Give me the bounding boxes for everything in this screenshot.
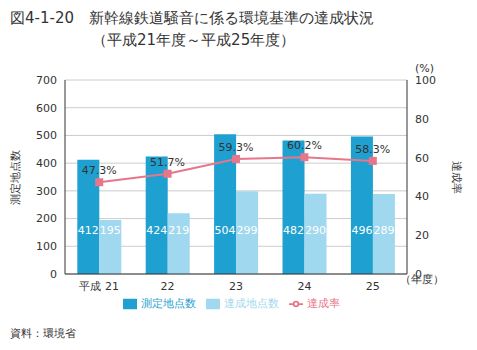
svg-text:400: 400 [36,157,57,170]
svg-text:23: 23 [229,280,243,293]
svg-text:219: 219 [168,224,189,237]
svg-text:60: 60 [415,152,429,165]
svg-text:195: 195 [100,224,121,237]
svg-text:51.7%: 51.7% [150,156,185,169]
svg-text:496: 496 [351,224,372,237]
svg-text:58.3%: 58.3% [355,143,390,156]
svg-text:299: 299 [237,224,258,237]
svg-text:59.3%: 59.3% [219,141,254,154]
svg-text:424: 424 [146,224,167,237]
svg-text:測定地点数: 測定地点数 [9,150,22,205]
svg-text:482: 482 [283,224,304,237]
svg-text:0: 0 [50,268,57,281]
svg-text:40: 40 [415,190,429,203]
svg-text:100: 100 [36,240,57,253]
svg-text:700: 700 [36,74,57,87]
svg-text:290: 290 [305,224,326,237]
svg-text:22: 22 [161,280,175,293]
svg-text:80: 80 [415,113,429,126]
svg-text:500: 500 [36,129,57,142]
svg-text:300: 300 [36,185,57,198]
svg-text:平成 21: 平成 21 [79,280,119,293]
svg-text:20: 20 [415,229,429,242]
svg-text:24: 24 [297,280,311,293]
svg-text:289: 289 [373,224,394,237]
svg-text:412: 412 [78,224,99,237]
svg-text:0: 0 [415,268,422,281]
svg-text:60.2%: 60.2% [287,139,322,152]
svg-text:600: 600 [36,102,57,115]
svg-text:47.3%: 47.3% [82,164,117,177]
svg-text:504: 504 [215,224,236,237]
svg-text:200: 200 [36,212,57,225]
svg-text:達成率: 達成率 [450,161,463,194]
svg-text:25: 25 [366,280,380,293]
svg-text:100: 100 [415,74,436,87]
